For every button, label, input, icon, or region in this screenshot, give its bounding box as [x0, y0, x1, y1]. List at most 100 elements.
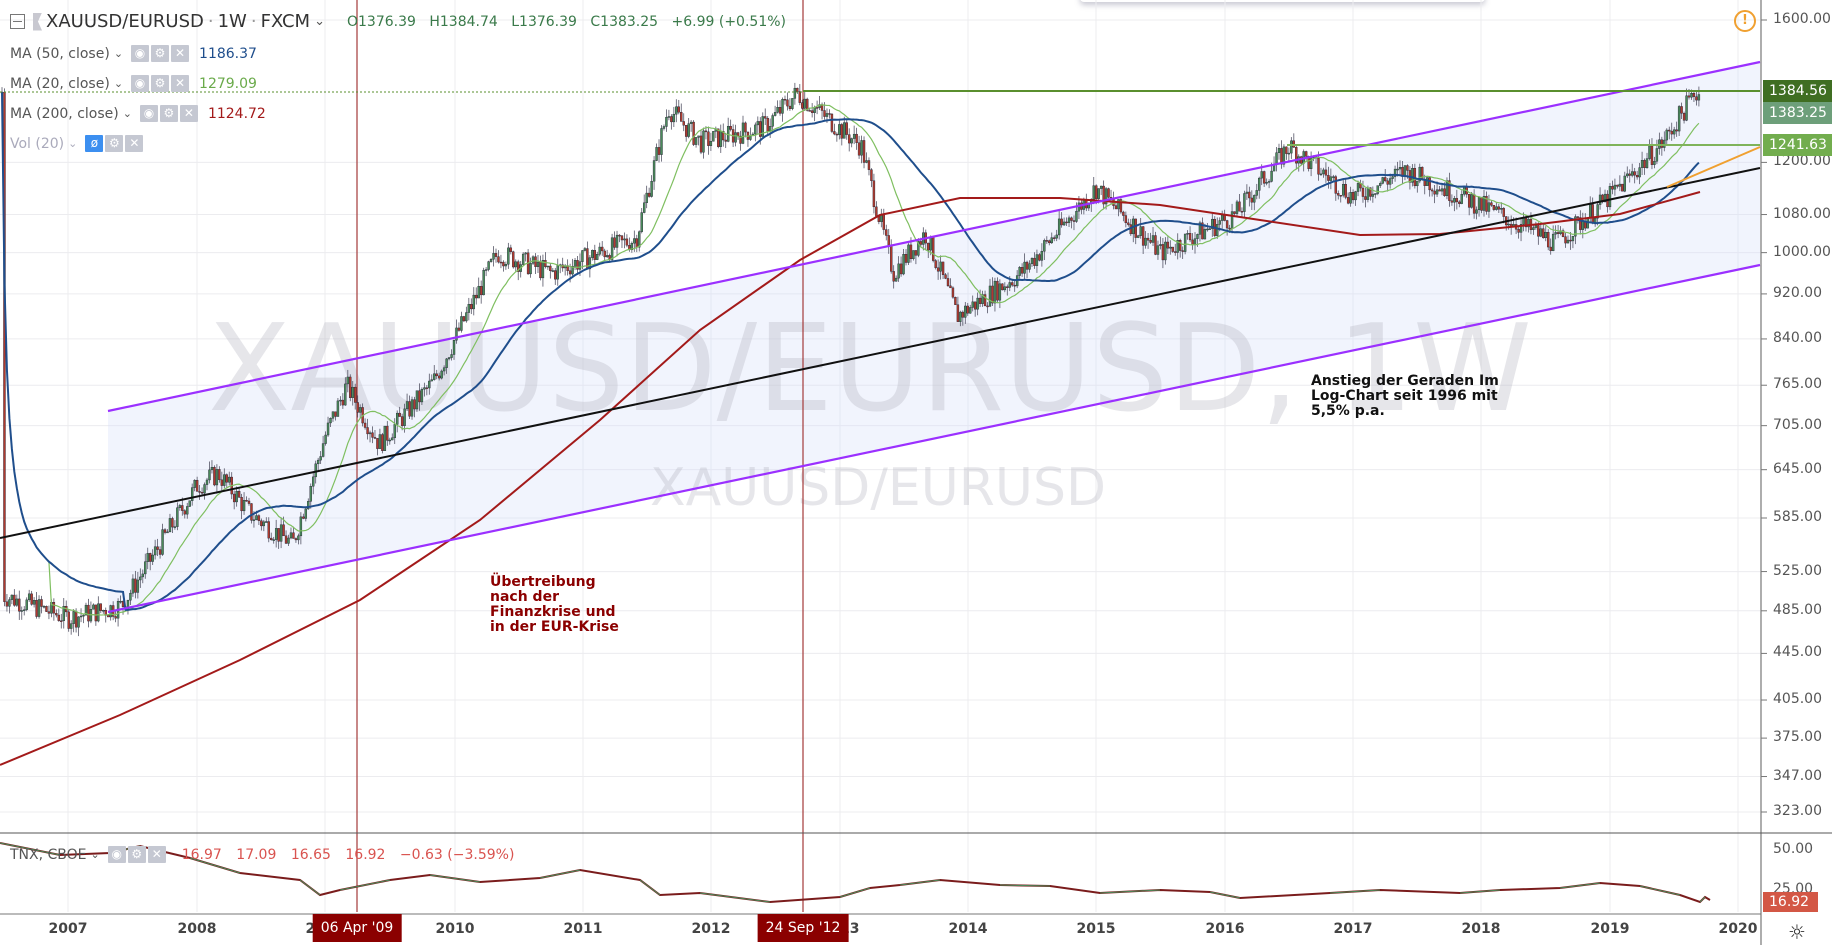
time-axis-label: 2016 [1205, 921, 1245, 937]
price-axis-label: 920.00 [1773, 284, 1822, 301]
ohlc-values: O1376.39 H1384.74 L1376.39 C1383.25 +6.9… [347, 14, 795, 30]
chevron-down-icon[interactable]: ⌄ [113, 47, 124, 60]
sub-ohlc: 16.97 17.09 16.65 16.92 −0.63 (−3.59%) [182, 847, 525, 863]
sub-symbol[interactable]: TNX, CBOE [10, 846, 87, 863]
chevron-down-icon[interactable]: ⌄ [122, 107, 132, 120]
flag-icon[interactable] [33, 12, 42, 31]
price-tag-high-level: 1384.56 [1763, 80, 1832, 102]
trend-line [0, 167, 1761, 539]
channel-lower-line [107, 263, 1761, 614]
annotation-exaggeration-note[interactable]: Übertreibung nach der Finanzkrise und in… [490, 575, 619, 635]
close-icon[interactable]: ✕ [147, 846, 166, 863]
close-value: C1383.25 [590, 13, 659, 30]
time-axis-label: 2012 [691, 921, 731, 937]
eye-icon[interactable]: ◉ [131, 75, 150, 92]
price-axis-label: 765.00 [1773, 376, 1822, 393]
interval[interactable]: 1W [217, 11, 247, 32]
exchange: FXCM [260, 11, 311, 32]
chevron-down-icon[interactable]: ⌄ [113, 77, 124, 90]
collapse-icon[interactable] [10, 14, 25, 29]
price-axis-label: 445.00 [1773, 644, 1822, 661]
close-icon[interactable]: ✕ [179, 105, 198, 122]
gear-icon[interactable]: ⚙ [105, 135, 124, 152]
annotation-line: 5,5% p.a. [1311, 403, 1385, 419]
price-axis-label: 323.00 [1773, 803, 1822, 819]
indicator-value: 1124.72 [207, 105, 266, 122]
time-axis-label: 2008 [177, 921, 217, 937]
sub-last-tag: 16.92 [1763, 892, 1818, 912]
annotation-line: Log-Chart seit 1996 mit [1311, 388, 1498, 404]
price-axis-label: 405.00 [1773, 691, 1822, 708]
alert-icon[interactable]: ! [1734, 10, 1756, 32]
sub-low: 16.65 [290, 846, 331, 863]
annotation-line: nach der [490, 589, 559, 605]
svg-text:XAUUSD/EURUSD, 1W: XAUUSD/EURUSD, 1W [208, 300, 1532, 439]
price-axis-label: 1200.00 [1773, 153, 1831, 170]
crosshair-date-tag: 06 Apr '09 [312, 914, 402, 942]
price-tag-last: 1383.25 [1763, 102, 1832, 124]
close-icon[interactable]: ✕ [171, 45, 190, 62]
sub-high: 17.09 [236, 846, 277, 863]
indicator-value: 1186.37 [199, 45, 257, 62]
time-axis-label: 2011 [563, 921, 603, 937]
separator: · [250, 11, 257, 32]
main-series-legend: XAUUSD/EURUSD · 1W · FXCM ⌄ O1376.39 H13… [10, 11, 795, 32]
price-axis-label: 840.00 [1773, 329, 1822, 346]
price-axis-label: 1080.00 [1773, 205, 1831, 222]
price-axis-label: 375.00 [1773, 729, 1822, 746]
indicator-ma200[interactable]: MA (200, close) ⌄ ◉ ⚙ ✕ 1124.72 [10, 105, 266, 122]
orange-trend-line [1666, 146, 1761, 188]
indicator-label[interactable]: MA (200, close) [10, 105, 119, 122]
annotation-line: in der EUR-Krise [490, 619, 619, 635]
separator: · [207, 11, 214, 32]
eye-icon[interactable]: ◉ [107, 846, 126, 863]
price-axis-label: 485.00 [1773, 601, 1822, 618]
close-icon[interactable]: ✕ [125, 135, 144, 152]
indicator-ma20[interactable]: MA (20, close) ⌄ ◉ ⚙ ✕ 1279.09 [10, 75, 257, 92]
time-axis-label: 2018 [1461, 921, 1501, 937]
crosshair-date-tag: 24 Sep '12 [757, 914, 849, 942]
indicator-ma50[interactable]: MA (50, close) ⌄ ◉ ⚙ ✕ 1186.37 [10, 45, 257, 62]
price-axis-label: 525.00 [1773, 562, 1822, 579]
gear-icon[interactable]: ⚙ [159, 105, 178, 122]
time-axis-label: 2014 [948, 921, 988, 937]
gear-icon[interactable]: ⚙ [151, 45, 170, 62]
tnx-series [0, 842, 1711, 904]
settings-gear-icon[interactable]: ☼ [1788, 920, 1806, 944]
time-axis-label: 2019 [1590, 921, 1630, 937]
time-axis-label: 2020 [1718, 921, 1758, 937]
price-axis-label: 347.00 [1773, 767, 1822, 784]
symbol-name[interactable]: XAUUSD/EURUSD [46, 11, 204, 32]
indicator-label[interactable]: MA (50, close) [10, 45, 110, 62]
sub-open: 16.97 [181, 846, 222, 863]
gear-icon[interactable]: ⚙ [127, 846, 146, 863]
indicator-volume[interactable]: Vol (20) ⌄ ø ⚙ ✕ [10, 135, 153, 152]
chevron-down-icon[interactable]: ⌄ [68, 137, 78, 150]
close-icon[interactable]: ✕ [171, 75, 190, 92]
sub-panel-legend: TNX, CBOE ⌄ ◉ ⚙ ✕ 16.97 17.09 16.65 16.9… [10, 846, 524, 863]
indicator-value: 1279.09 [199, 75, 257, 92]
popup-edge [1080, 0, 1485, 2]
gridlines [0, 0, 1760, 912]
time-axis-label: 2007 [48, 921, 88, 937]
price-axis-label: 585.00 [1773, 509, 1822, 525]
eye-icon[interactable]: ◉ [131, 45, 150, 62]
change-value: +6.99 (+0.51%) [671, 13, 786, 30]
price-axis-label: 705.00 [1773, 416, 1822, 433]
price-axis-label: 645.00 [1773, 460, 1822, 477]
hidden-eye-icon[interactable]: ø [85, 135, 104, 152]
indicator-label[interactable]: Vol (20) [10, 135, 65, 152]
price-tag-support-level: 1241.63 [1763, 134, 1832, 156]
gear-icon[interactable]: ⚙ [151, 75, 170, 92]
time-axis-label: 2017 [1333, 921, 1373, 937]
chevron-down-icon[interactable]: ⌄ [90, 848, 100, 861]
chevron-down-icon[interactable]: ⌄ [314, 14, 325, 29]
price-axis-label: 1000.00 [1773, 243, 1831, 260]
eye-icon[interactable]: ◉ [139, 105, 158, 122]
open-value: O1376.39 [346, 13, 416, 30]
indicator-label[interactable]: MA (20, close) [10, 75, 110, 92]
annotation-line: Übertreibung [490, 574, 596, 590]
ma50-line [1, 92, 1700, 611]
annotation-slope-note[interactable]: Anstieg der Geraden Im Log-Chart seit 19… [1311, 374, 1499, 419]
